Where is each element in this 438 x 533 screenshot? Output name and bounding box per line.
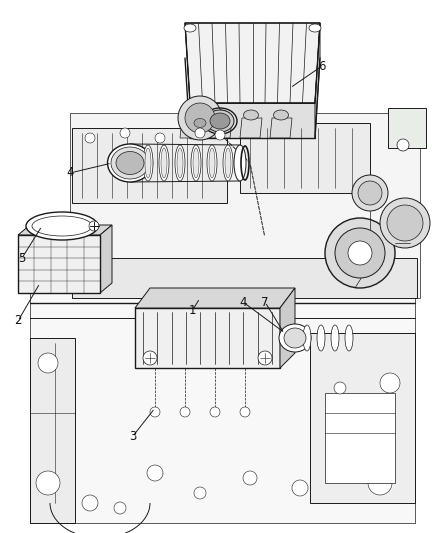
Circle shape — [292, 480, 308, 496]
Ellipse shape — [234, 145, 246, 181]
Polygon shape — [210, 118, 232, 138]
Polygon shape — [30, 293, 415, 523]
Circle shape — [358, 181, 382, 205]
Ellipse shape — [317, 325, 325, 351]
Polygon shape — [240, 118, 262, 138]
Circle shape — [397, 139, 409, 151]
Circle shape — [180, 407, 190, 417]
Bar — [240, 123, 370, 193]
Circle shape — [380, 198, 430, 248]
Ellipse shape — [345, 325, 353, 351]
Ellipse shape — [194, 118, 206, 127]
Bar — [325, 393, 395, 483]
Circle shape — [36, 471, 60, 495]
Ellipse shape — [143, 145, 153, 181]
Ellipse shape — [116, 151, 144, 174]
Polygon shape — [135, 288, 295, 308]
Ellipse shape — [213, 110, 229, 120]
Circle shape — [380, 373, 400, 393]
Bar — [72, 258, 417, 298]
Ellipse shape — [184, 110, 198, 120]
Circle shape — [114, 502, 126, 514]
Ellipse shape — [32, 216, 92, 236]
Circle shape — [195, 128, 205, 138]
Ellipse shape — [331, 325, 339, 351]
Ellipse shape — [303, 325, 311, 351]
Circle shape — [194, 487, 206, 499]
Ellipse shape — [159, 145, 169, 181]
Text: 1: 1 — [188, 304, 196, 318]
Circle shape — [215, 130, 225, 140]
Ellipse shape — [175, 145, 185, 181]
Text: 4: 4 — [239, 295, 247, 309]
Polygon shape — [280, 288, 295, 368]
Polygon shape — [185, 23, 320, 103]
Circle shape — [120, 128, 130, 138]
Polygon shape — [100, 225, 112, 293]
Bar — [388, 108, 426, 148]
Ellipse shape — [309, 24, 321, 32]
Ellipse shape — [209, 148, 215, 178]
Circle shape — [147, 465, 163, 481]
Ellipse shape — [244, 110, 258, 120]
Circle shape — [243, 471, 257, 485]
Circle shape — [335, 228, 385, 278]
Circle shape — [352, 175, 388, 211]
Ellipse shape — [191, 145, 201, 181]
Polygon shape — [18, 225, 112, 235]
Circle shape — [150, 407, 160, 417]
Ellipse shape — [107, 144, 152, 182]
Ellipse shape — [26, 212, 98, 240]
Circle shape — [368, 471, 392, 495]
Ellipse shape — [284, 328, 306, 348]
Ellipse shape — [161, 148, 167, 178]
Ellipse shape — [111, 147, 149, 179]
Text: 4: 4 — [66, 166, 74, 180]
Text: 7: 7 — [261, 295, 269, 309]
Circle shape — [210, 407, 220, 417]
Ellipse shape — [223, 145, 233, 181]
Bar — [135, 308, 280, 368]
Ellipse shape — [193, 148, 199, 178]
Ellipse shape — [177, 148, 183, 178]
Circle shape — [143, 351, 157, 365]
Text: 3: 3 — [129, 430, 137, 442]
Ellipse shape — [189, 115, 211, 131]
Text: 6: 6 — [318, 60, 326, 72]
Polygon shape — [190, 103, 315, 138]
Polygon shape — [30, 338, 75, 523]
Circle shape — [258, 351, 272, 365]
Circle shape — [348, 241, 372, 265]
Circle shape — [155, 133, 165, 143]
Ellipse shape — [183, 110, 218, 135]
Ellipse shape — [279, 324, 311, 352]
Ellipse shape — [145, 148, 151, 178]
Circle shape — [38, 353, 58, 373]
Polygon shape — [70, 113, 420, 298]
Polygon shape — [310, 333, 415, 503]
Ellipse shape — [273, 110, 289, 120]
Polygon shape — [270, 118, 292, 138]
Circle shape — [178, 96, 222, 140]
Ellipse shape — [184, 24, 196, 32]
Circle shape — [185, 103, 215, 133]
Bar — [72, 128, 227, 203]
Circle shape — [325, 218, 395, 288]
Text: 5: 5 — [18, 252, 26, 264]
Ellipse shape — [207, 145, 217, 181]
Circle shape — [89, 221, 99, 231]
Ellipse shape — [210, 113, 230, 129]
Ellipse shape — [206, 110, 234, 132]
Circle shape — [352, 445, 368, 461]
Circle shape — [334, 382, 346, 394]
Circle shape — [387, 205, 423, 241]
Circle shape — [85, 133, 95, 143]
Polygon shape — [180, 118, 202, 138]
Circle shape — [82, 495, 98, 511]
Circle shape — [240, 407, 250, 417]
Bar — [18, 235, 100, 293]
Ellipse shape — [225, 148, 231, 178]
Polygon shape — [315, 23, 320, 138]
Text: 2: 2 — [14, 314, 22, 327]
